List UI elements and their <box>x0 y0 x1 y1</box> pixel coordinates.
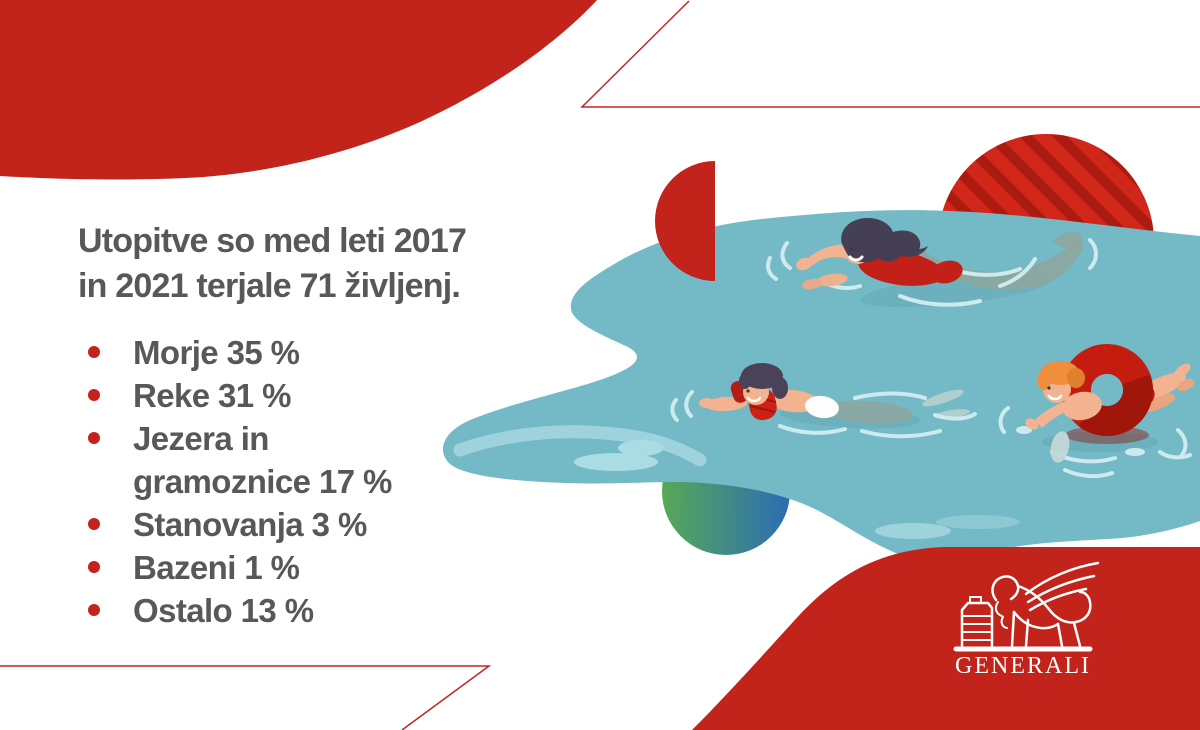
stat-text: Jezera in gramoznice 17 % <box>133 420 392 500</box>
water-blob <box>442 210 1200 561</box>
bullet-dot-icon <box>88 346 100 358</box>
brand-wordmark: GENERALI <box>955 653 1091 679</box>
list-item: Bazeni 1 % <box>86 546 426 589</box>
headline-line-1: Utopitve so med leti 2017 <box>78 222 467 260</box>
stat-text: Morje 35 % <box>133 334 300 371</box>
drowning-stats-list: Morje 35 % Reke 31 % Jezera in gramoznic… <box>86 331 426 632</box>
list-item: Reke 31 % <box>86 374 426 417</box>
list-item: Stanovanja 3 % <box>86 503 426 546</box>
list-item: Jezera in gramoznice 17 % <box>86 417 426 503</box>
stat-text: Reke 31 % <box>133 377 291 414</box>
list-item: Ostalo 13 % <box>86 589 426 632</box>
list-item: Morje 35 % <box>86 331 426 374</box>
bullet-dot-icon <box>88 604 100 616</box>
stat-text: Ostalo 13 % <box>133 592 314 629</box>
generali-winged-lion-icon <box>953 561 1100 652</box>
bullet-dot-icon <box>88 432 100 444</box>
headline: Utopitve so med leti 2017 in 2021 terjal… <box>78 219 548 309</box>
bottom-left-outline-triangle <box>0 665 492 730</box>
bullet-dot-icon <box>88 561 100 573</box>
swimmer-boy-swim-ring <box>998 344 1195 479</box>
top-left-red-shape <box>0 0 597 180</box>
stat-text: Stanovanja 3 % <box>133 506 367 543</box>
bullet-dot-icon <box>88 518 100 530</box>
swimmer-woman <box>766 218 1098 308</box>
bullet-dot-icon <box>88 389 100 401</box>
water-highlights <box>453 425 1020 539</box>
stat-text: Bazeni 1 % <box>133 549 300 586</box>
headline-line-2: in 2021 terjale 71 življenj. <box>78 267 461 305</box>
bottom-right-red-shape <box>692 547 1200 730</box>
swimmer-child-armbands <box>670 363 977 439</box>
top-right-outline-triangle <box>580 0 1200 108</box>
red-semicircle-icon <box>655 161 715 281</box>
